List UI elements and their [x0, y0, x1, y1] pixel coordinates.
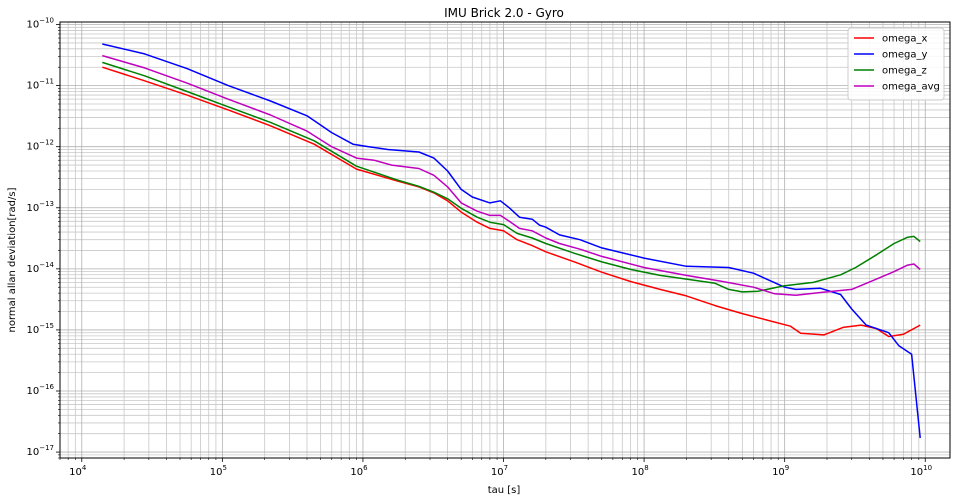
y-tick-label: 10−17 [26, 444, 54, 458]
axis-ticks: 104 105 106 107 108 109 1010 10−17 10−16 10−15 10−… [26, 17, 932, 478]
y-tick-label: 10−13 [26, 200, 54, 214]
x-tick-label: 107 [491, 464, 508, 478]
x-tick-label: 108 [631, 464, 648, 478]
y-tick-label: 10−16 [26, 383, 54, 397]
series-line-omega-avg [102, 54, 921, 296]
x-tick-label: 106 [350, 464, 368, 478]
series-line-omega-z [102, 61, 921, 293]
legend-label-omega-x: omega_x [882, 34, 927, 45]
series-layer [102, 43, 921, 439]
series-line-omega-x [102, 66, 921, 338]
x-tick-label: 104 [69, 464, 87, 478]
x-tick-label: 105 [210, 464, 227, 478]
x-tick-label: 109 [772, 464, 789, 478]
y-tick-label: 10−10 [26, 17, 54, 31]
legend-label-omega-y: omega_y [882, 50, 927, 61]
y-tick-label: 10−14 [26, 261, 54, 275]
legend-label-omega-z: omega_z [882, 66, 927, 77]
legend-box [847, 27, 945, 101]
y-tick-label: 10−12 [26, 139, 54, 153]
legend: omega_x omega_y omega_z omega_avg [847, 27, 945, 101]
series-line-omega-y [102, 43, 921, 439]
x-axis-label: tau [s] [488, 485, 521, 496]
major-grid [60, 22, 950, 458]
chart-title: IMU Brick 2.0 - Gyro [444, 6, 564, 20]
y-axis-label: normal allan deviation[rad/s] [7, 187, 18, 332]
y-tick-label: 10−15 [26, 322, 54, 336]
legend-label-omega-avg: omega_avg [882, 82, 940, 93]
y-tick-label: 10−11 [26, 78, 54, 92]
x-tick-label: 1010 [910, 464, 932, 478]
